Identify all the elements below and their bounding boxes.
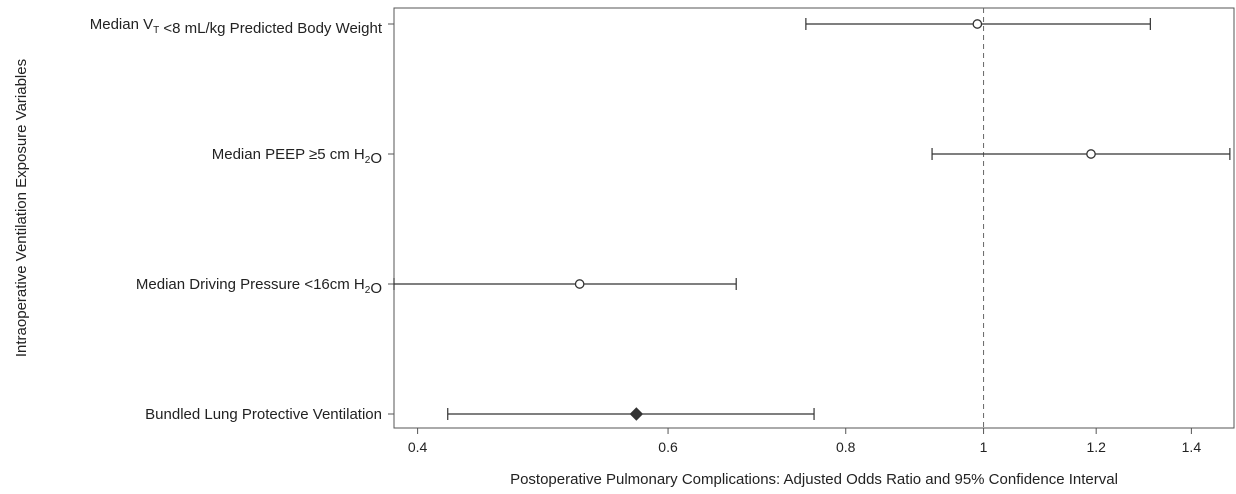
x-axis-ticks — [417, 428, 1192, 434]
point-estimate-circle — [574, 279, 585, 289]
x-tick-labels: 0.4 0.6 0.8 1 1.2 1.4 — [408, 439, 1201, 455]
confidence-intervals — [393, 18, 1231, 420]
x-tick-label: 1.4 — [1182, 439, 1202, 455]
y-axis-ticks — [388, 23, 394, 415]
point-estimates — [574, 19, 1096, 421]
plot-frame — [393, 7, 1235, 429]
x-tick-label: 0.6 — [658, 439, 678, 455]
point-estimate-circle — [1086, 149, 1096, 159]
y-axis-title: Intraoperative Ventilation Exposure Vari… — [13, 59, 30, 357]
category-label: Median Driving Pressure <16cm H2O — [136, 276, 382, 297]
category-label: Median VT <8 mL/kg Predicted Body Weight — [90, 16, 383, 37]
label-subscript: 2 — [365, 285, 371, 296]
label-text: Median Driving Pressure <16cm H — [136, 276, 365, 293]
category-label: Bundled Lung Protective Ventilation — [145, 406, 382, 423]
point-estimate-circle — [972, 19, 983, 29]
label-text: <8 mL/kg Predicted Body Weight — [159, 20, 383, 37]
label-text: Bundled Lung Protective Ventilation — [145, 406, 382, 423]
category-labels: Median VT <8 mL/kg Predicted Body Weight… — [90, 16, 383, 423]
x-tick-label: 1.2 — [1086, 439, 1106, 455]
x-tick-label: 1 — [980, 439, 988, 455]
x-tick-label: 0.8 — [836, 439, 856, 455]
point-estimate-diamond — [629, 407, 644, 421]
label-text: Median V — [90, 16, 153, 33]
label-text: O — [370, 150, 382, 167]
category-label: Median PEEP ≥5 cm H2O — [212, 146, 382, 167]
x-tick-label: 0.4 — [408, 439, 428, 455]
x-axis-title: Postoperative Pulmonary Complications: A… — [510, 471, 1118, 488]
label-subscript: T — [153, 25, 159, 36]
label-text: Median PEEP ≥5 cm H — [212, 146, 365, 163]
label-text: O — [370, 280, 382, 297]
label-subscript: 2 — [365, 155, 371, 166]
